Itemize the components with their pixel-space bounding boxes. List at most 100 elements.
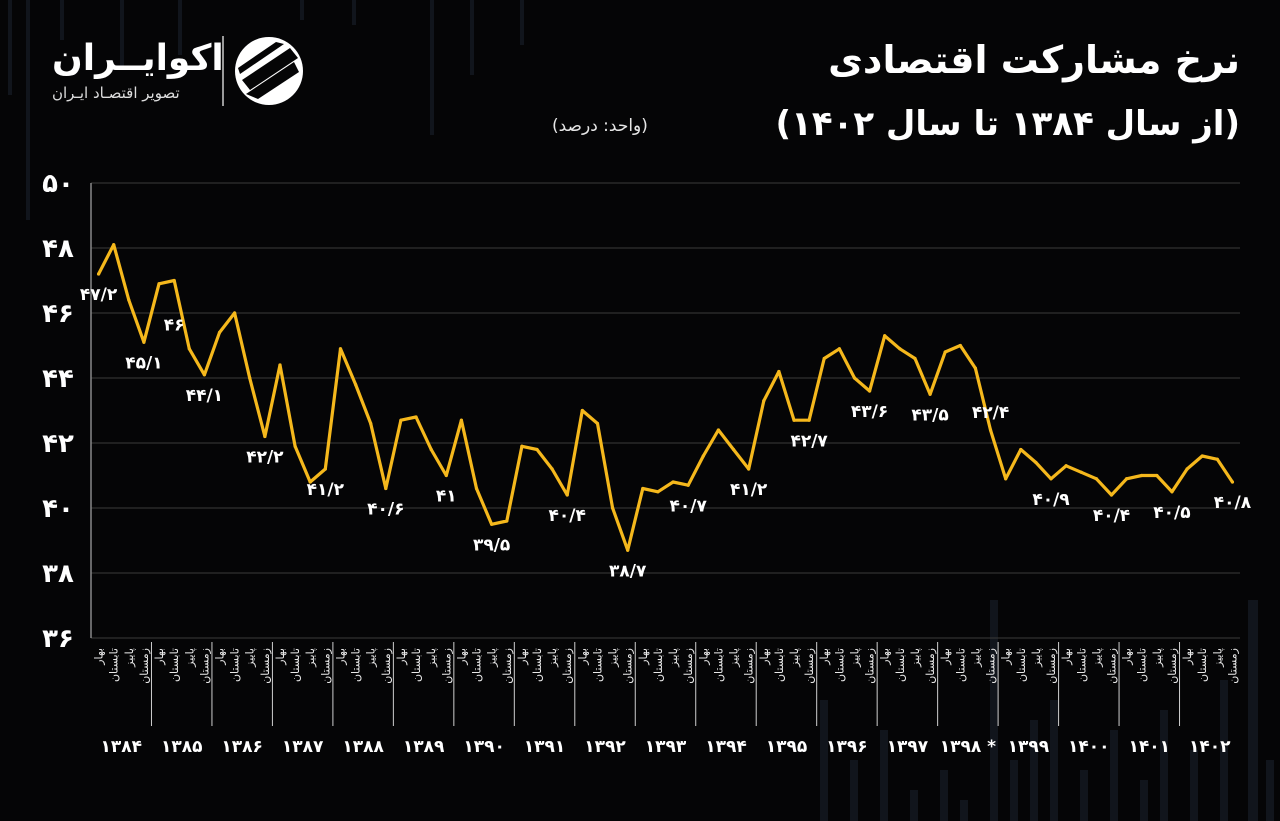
data-point [898, 347, 902, 351]
data-point [263, 434, 267, 439]
data-point [686, 483, 690, 487]
y-tick-label: ۵۰ [42, 169, 74, 199]
x-tick-label: زمستان [743, 648, 756, 684]
data-point [233, 311, 237, 315]
x-tick-label: زمستان [864, 648, 877, 684]
data-point [96, 272, 101, 276]
data-point [187, 347, 191, 351]
x-tick-label: بهار [93, 648, 106, 666]
logo-separator [222, 36, 224, 106]
x-tick-label: زمستان [803, 648, 816, 684]
x-tick-label: تابستان [229, 648, 242, 682]
data-point [157, 282, 161, 286]
data-point [353, 382, 358, 387]
data-point [1064, 464, 1068, 468]
background-bar [880, 730, 888, 821]
data-point [127, 298, 131, 302]
x-tick-label: پاییز [1211, 648, 1224, 668]
x-tick-label: پاییز [425, 648, 438, 668]
background-bar [850, 760, 858, 821]
background-bar [8, 0, 12, 95]
data-point [641, 486, 645, 491]
chart-subtitle: (از سال ۱۳۸۴ تا سال ۱۴۰۲) [775, 104, 1240, 144]
data-label: ۴۲/۲ [246, 448, 284, 468]
background-bar [1220, 680, 1228, 821]
data-label: ۴۲/۷ [790, 431, 828, 451]
x-tick-label: تابستان [108, 648, 121, 682]
chart-title: نرخ مشارکت اقتصادی [828, 38, 1240, 82]
data-point [399, 418, 403, 422]
data-point [474, 486, 479, 491]
x-tick-label: بهار [1121, 648, 1134, 666]
data-point [610, 506, 615, 510]
background-bar [1110, 730, 1118, 821]
x-tick-label: تابستان [531, 648, 544, 682]
data-point [1215, 457, 1219, 461]
x-tick-label: تابستان [410, 648, 423, 682]
data-point [520, 444, 524, 448]
data-label: ۴۲/۴ [972, 403, 1009, 423]
background-bar [60, 0, 64, 40]
x-tick-label: پاییز [123, 648, 136, 668]
data-point [807, 418, 811, 422]
x-tick-label: پاییز [788, 648, 801, 668]
x-tick-label: پاییز [909, 648, 922, 668]
series-line [96, 243, 1235, 552]
x-tick-label: زمستان [138, 648, 151, 684]
x-tick-label: زمستان [440, 648, 453, 684]
data-point [217, 330, 222, 335]
data-point [248, 376, 252, 380]
background-bar [1050, 700, 1058, 821]
x-tick-label: بهار [214, 648, 227, 666]
background-bar [178, 0, 182, 55]
data-point [338, 347, 343, 351]
x-tick-label: زمستان [1226, 648, 1239, 684]
data-point [958, 343, 962, 348]
x-tick-label: تابستان [833, 648, 846, 682]
data-label: ۴۳/۶ [851, 402, 888, 422]
x-tick-label: بهار [1060, 648, 1073, 666]
x-tick-label: بهار [1181, 648, 1194, 666]
data-point [293, 444, 297, 448]
background-bar [940, 770, 948, 821]
year-label: ۱۳۹۳ [645, 737, 687, 757]
data-point [867, 389, 872, 393]
data-label: ۴۰/۵ [1153, 503, 1190, 523]
x-tick-label: تابستان [773, 648, 786, 682]
x-tick-label: بهار [637, 648, 650, 666]
year-label: ۱۳۹۶ [826, 737, 868, 757]
data-point [535, 447, 539, 452]
background-bar [1010, 760, 1018, 821]
year-label: ۱۳۹۲ [584, 737, 626, 757]
background-bar [820, 700, 828, 821]
background-bar [300, 0, 304, 20]
x-tick-label: زمستان [380, 648, 393, 684]
x-tick-label: تابستان [894, 648, 907, 682]
data-point [747, 467, 751, 471]
x-tick-label: تابستان [591, 648, 604, 682]
data-point [202, 373, 206, 377]
data-point [943, 350, 947, 354]
background-bar [1080, 770, 1088, 821]
x-tick-label: بهار [879, 648, 892, 666]
year-label: ۱۳۹۱ [524, 737, 566, 757]
data-point [444, 473, 448, 478]
data-point [490, 522, 494, 526]
year-label: ۱۳۹۹ [1008, 737, 1050, 757]
data-point [822, 356, 826, 361]
x-tick-label: تابستان [954, 648, 967, 682]
data-point [429, 447, 433, 452]
x-tick-label: پاییز [969, 648, 982, 668]
data-point [142, 340, 146, 344]
x-tick-label: زمستان [198, 648, 211, 684]
x-tick-label: زمستان [622, 648, 635, 684]
data-label: ۴۴/۱ [186, 386, 223, 406]
data-point [1034, 460, 1038, 465]
background-bar [1140, 780, 1148, 821]
year-label: ۱۳۸۷ [282, 737, 324, 757]
data-label: ۴۰/۷ [670, 496, 708, 516]
x-tick-label: زمستان [1166, 648, 1179, 684]
x-tick-label: زمستان [259, 648, 272, 684]
year-label: ۱۳۸۴ [100, 737, 142, 757]
